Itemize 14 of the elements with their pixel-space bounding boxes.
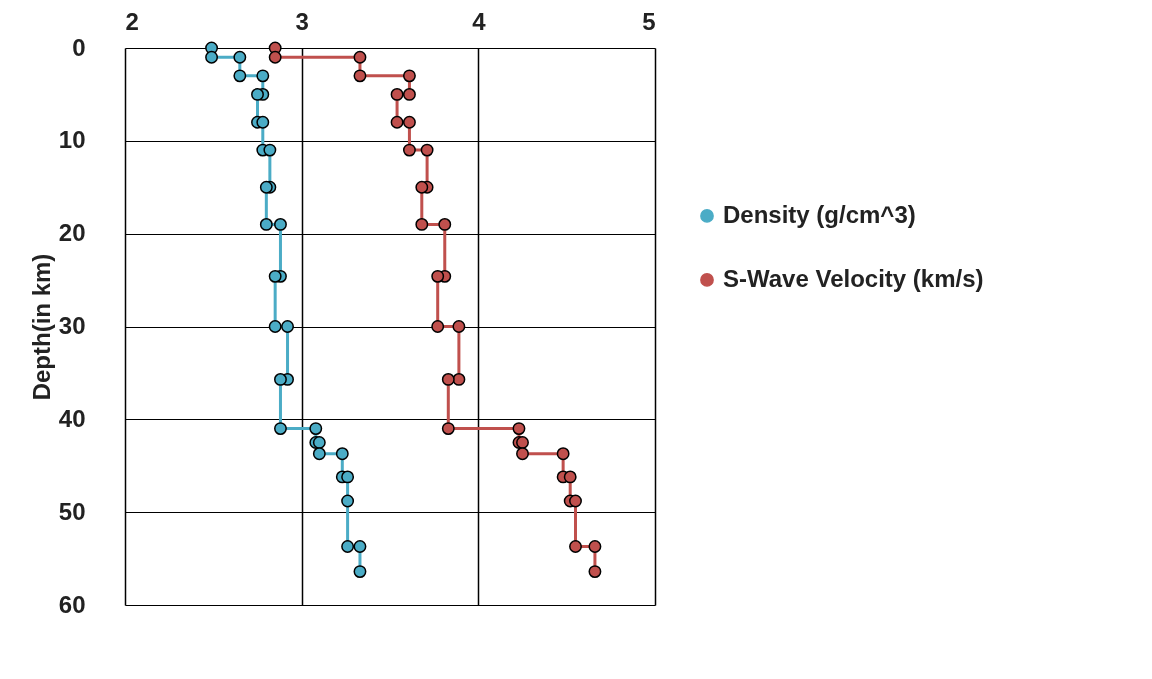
legend-label: Density (g/cm^3) (723, 200, 916, 228)
x-tick-label: 4 (472, 7, 487, 35)
y-axis-title: Depth(in km) (27, 253, 55, 401)
y-tick-label: 20 (58, 219, 86, 247)
y-tick-label: 30 (58, 312, 86, 339)
y-tick-label: 0 (72, 33, 86, 61)
x-tick-label: 5 (642, 7, 656, 35)
y-tick-label: 10 (58, 126, 86, 154)
y-tick-label: 50 (58, 497, 86, 525)
x-tick-label: 2 (125, 7, 139, 35)
x-tick-label: 3 (295, 7, 309, 35)
y-tick-label: 40 (58, 404, 86, 432)
y-tick-label: 60 (58, 590, 86, 618)
legend-label: S-Wave Velocity (km/s) (723, 264, 984, 292)
